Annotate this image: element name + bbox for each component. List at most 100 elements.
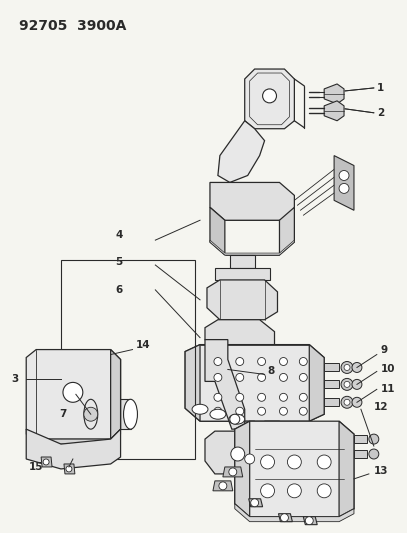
Circle shape: [236, 358, 244, 366]
Polygon shape: [64, 464, 75, 474]
Circle shape: [280, 407, 287, 415]
Polygon shape: [235, 504, 354, 522]
Text: 10: 10: [381, 365, 395, 375]
Circle shape: [230, 414, 240, 424]
Ellipse shape: [229, 414, 245, 424]
Polygon shape: [205, 340, 245, 429]
Polygon shape: [324, 398, 339, 406]
Polygon shape: [245, 69, 294, 129]
Circle shape: [344, 399, 350, 405]
Circle shape: [251, 499, 258, 507]
Circle shape: [66, 466, 72, 472]
Circle shape: [344, 365, 350, 370]
Circle shape: [43, 459, 49, 465]
Polygon shape: [218, 121, 265, 182]
Circle shape: [245, 454, 255, 464]
Circle shape: [280, 374, 287, 382]
Text: 7: 7: [59, 409, 66, 419]
Circle shape: [236, 393, 244, 401]
Circle shape: [258, 393, 266, 401]
Circle shape: [341, 378, 353, 390]
Polygon shape: [26, 350, 120, 439]
Circle shape: [214, 358, 222, 366]
Ellipse shape: [124, 399, 138, 429]
Text: 8: 8: [267, 367, 275, 376]
Circle shape: [287, 455, 301, 469]
Circle shape: [280, 393, 287, 401]
Ellipse shape: [192, 404, 208, 414]
Text: 9: 9: [381, 344, 388, 354]
Circle shape: [84, 407, 98, 421]
Polygon shape: [324, 101, 344, 121]
Polygon shape: [324, 381, 339, 389]
Polygon shape: [235, 421, 249, 516]
Text: 1: 1: [377, 83, 384, 93]
Polygon shape: [185, 345, 324, 421]
Text: 3: 3: [11, 374, 19, 384]
Circle shape: [341, 361, 353, 374]
Text: 11: 11: [381, 384, 395, 394]
Text: 4: 4: [116, 230, 123, 240]
Circle shape: [280, 358, 287, 366]
Circle shape: [236, 407, 244, 415]
Circle shape: [214, 374, 222, 382]
Polygon shape: [303, 516, 317, 524]
Polygon shape: [249, 499, 263, 507]
Text: 12: 12: [374, 402, 388, 412]
Text: 92705  3900A: 92705 3900A: [19, 19, 127, 33]
Polygon shape: [278, 514, 292, 522]
Polygon shape: [185, 345, 200, 421]
Circle shape: [219, 482, 227, 490]
Polygon shape: [26, 429, 120, 444]
Text: 5: 5: [116, 257, 123, 267]
Circle shape: [299, 407, 307, 415]
Circle shape: [258, 358, 266, 366]
Polygon shape: [205, 320, 274, 352]
Circle shape: [258, 374, 266, 382]
Ellipse shape: [84, 399, 98, 429]
Polygon shape: [324, 364, 339, 372]
Circle shape: [317, 484, 331, 498]
Circle shape: [299, 358, 307, 366]
Circle shape: [341, 397, 353, 408]
Polygon shape: [230, 255, 255, 268]
Circle shape: [260, 455, 274, 469]
Circle shape: [258, 407, 266, 415]
Circle shape: [214, 393, 222, 401]
Polygon shape: [339, 421, 354, 516]
Text: 13: 13: [374, 466, 388, 476]
Polygon shape: [309, 345, 324, 421]
Circle shape: [229, 468, 237, 476]
Polygon shape: [210, 240, 294, 255]
Polygon shape: [235, 421, 258, 489]
Circle shape: [231, 447, 245, 461]
Circle shape: [339, 171, 349, 181]
Polygon shape: [334, 156, 354, 211]
Polygon shape: [210, 182, 294, 220]
Circle shape: [299, 393, 307, 401]
Polygon shape: [215, 268, 269, 280]
Circle shape: [339, 183, 349, 193]
Circle shape: [263, 89, 276, 103]
Polygon shape: [210, 207, 225, 255]
Bar: [61, 260, 195, 459]
Circle shape: [369, 434, 379, 444]
Circle shape: [352, 362, 362, 373]
Polygon shape: [324, 84, 344, 104]
Polygon shape: [205, 431, 265, 474]
Circle shape: [63, 382, 83, 402]
Circle shape: [352, 397, 362, 407]
Circle shape: [280, 514, 289, 522]
Polygon shape: [223, 467, 243, 477]
Circle shape: [287, 484, 301, 498]
Circle shape: [236, 374, 244, 382]
Text: 6: 6: [116, 285, 123, 295]
Polygon shape: [207, 280, 278, 320]
Text: 14: 14: [136, 340, 150, 350]
Polygon shape: [26, 429, 120, 469]
Polygon shape: [213, 481, 233, 491]
Circle shape: [352, 379, 362, 389]
Circle shape: [214, 407, 222, 415]
Polygon shape: [91, 399, 131, 429]
Polygon shape: [111, 350, 120, 439]
